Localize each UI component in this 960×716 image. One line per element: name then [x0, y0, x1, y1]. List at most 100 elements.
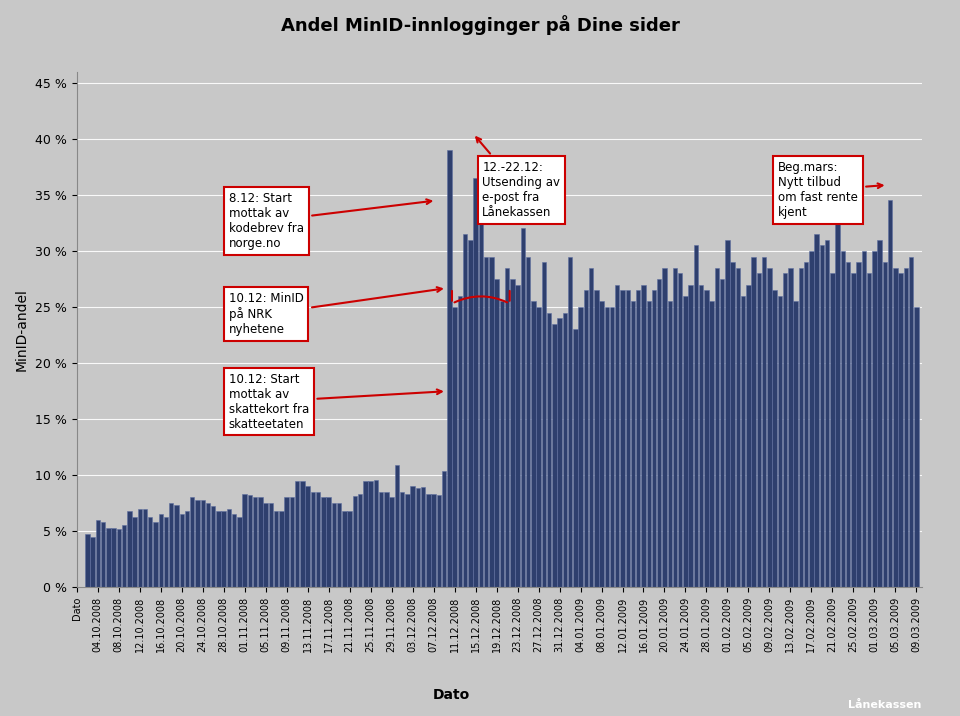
- Bar: [825, 240, 829, 587]
- Bar: [809, 251, 814, 587]
- Bar: [358, 494, 362, 587]
- Bar: [426, 494, 431, 587]
- Bar: [458, 296, 462, 587]
- Bar: [626, 290, 630, 587]
- Bar: [756, 274, 761, 587]
- Bar: [862, 251, 866, 587]
- Bar: [799, 268, 804, 587]
- Bar: [463, 234, 468, 587]
- Text: 8.12: Start
mottak av
kodebrev fra
norge.no: 8.12: Start mottak av kodebrev fra norge…: [228, 192, 431, 250]
- Bar: [169, 503, 174, 587]
- Bar: [773, 290, 777, 587]
- Bar: [473, 178, 478, 587]
- Bar: [373, 480, 378, 587]
- Bar: [793, 301, 798, 587]
- Bar: [137, 508, 142, 587]
- Bar: [400, 492, 404, 587]
- Text: Dato: Dato: [433, 687, 469, 702]
- Bar: [101, 522, 106, 587]
- Bar: [258, 498, 263, 587]
- Bar: [90, 537, 95, 587]
- Bar: [588, 268, 593, 587]
- Bar: [804, 262, 808, 587]
- Bar: [300, 480, 304, 587]
- Bar: [605, 307, 609, 587]
- Bar: [175, 505, 179, 587]
- Bar: [594, 290, 598, 587]
- Bar: [903, 268, 908, 587]
- Bar: [767, 268, 772, 587]
- Bar: [322, 498, 325, 587]
- Bar: [783, 274, 787, 587]
- Bar: [615, 284, 619, 587]
- Bar: [558, 318, 562, 587]
- Bar: [290, 498, 294, 587]
- Bar: [720, 279, 725, 587]
- Bar: [410, 486, 415, 587]
- Bar: [316, 492, 321, 587]
- Bar: [447, 150, 451, 587]
- Bar: [164, 516, 168, 587]
- Bar: [909, 256, 913, 587]
- Bar: [284, 498, 289, 587]
- Bar: [499, 301, 504, 587]
- Bar: [420, 488, 425, 587]
- Bar: [715, 268, 719, 587]
- Bar: [673, 268, 677, 587]
- Bar: [205, 503, 210, 587]
- Text: Beg.mars:
Nytt tilbud
om fast rente
kjent: Beg.mars: Nytt tilbud om fast rente kjen…: [778, 161, 882, 219]
- Bar: [893, 268, 898, 587]
- Bar: [636, 290, 640, 587]
- Bar: [646, 301, 651, 587]
- Bar: [778, 296, 782, 587]
- Bar: [516, 284, 519, 587]
- Bar: [856, 262, 861, 587]
- Bar: [678, 274, 683, 587]
- Bar: [132, 516, 136, 587]
- Bar: [547, 313, 551, 587]
- Text: Andel MinID-innlogginger på Dine sider: Andel MinID-innlogginger på Dine sider: [280, 15, 680, 35]
- Bar: [237, 516, 242, 587]
- Bar: [852, 274, 855, 587]
- Bar: [395, 465, 399, 587]
- Bar: [232, 514, 236, 587]
- Bar: [195, 500, 200, 587]
- Bar: [379, 492, 383, 587]
- Bar: [877, 240, 882, 587]
- Bar: [279, 511, 283, 587]
- Text: 10.12: Start
mottak av
skattekort fra
skatteetaten: 10.12: Start mottak av skattekort fra sk…: [228, 372, 442, 430]
- Bar: [201, 500, 205, 587]
- Bar: [762, 256, 766, 587]
- Bar: [599, 301, 604, 587]
- Bar: [111, 528, 116, 587]
- Bar: [688, 284, 693, 587]
- Bar: [694, 246, 698, 587]
- Bar: [641, 284, 646, 587]
- Bar: [531, 301, 536, 587]
- Bar: [116, 529, 121, 587]
- Bar: [222, 511, 226, 587]
- Bar: [684, 296, 687, 587]
- Bar: [731, 262, 735, 587]
- Bar: [820, 246, 824, 587]
- Bar: [537, 307, 540, 587]
- Bar: [788, 268, 793, 587]
- Bar: [190, 498, 195, 587]
- Text: 10.12: MinID
på NRK
nyhetene: 10.12: MinID på NRK nyhetene: [228, 287, 442, 336]
- Bar: [610, 307, 614, 587]
- Bar: [872, 251, 876, 587]
- Bar: [468, 240, 472, 587]
- Bar: [106, 528, 110, 587]
- Bar: [725, 240, 730, 587]
- Bar: [746, 284, 751, 587]
- Bar: [899, 274, 902, 587]
- Bar: [567, 256, 572, 587]
- Bar: [699, 284, 704, 587]
- Bar: [442, 470, 446, 587]
- Bar: [143, 508, 147, 587]
- Bar: [348, 511, 352, 587]
- Bar: [216, 511, 221, 587]
- Bar: [573, 329, 578, 587]
- Bar: [211, 506, 215, 587]
- Bar: [96, 520, 100, 587]
